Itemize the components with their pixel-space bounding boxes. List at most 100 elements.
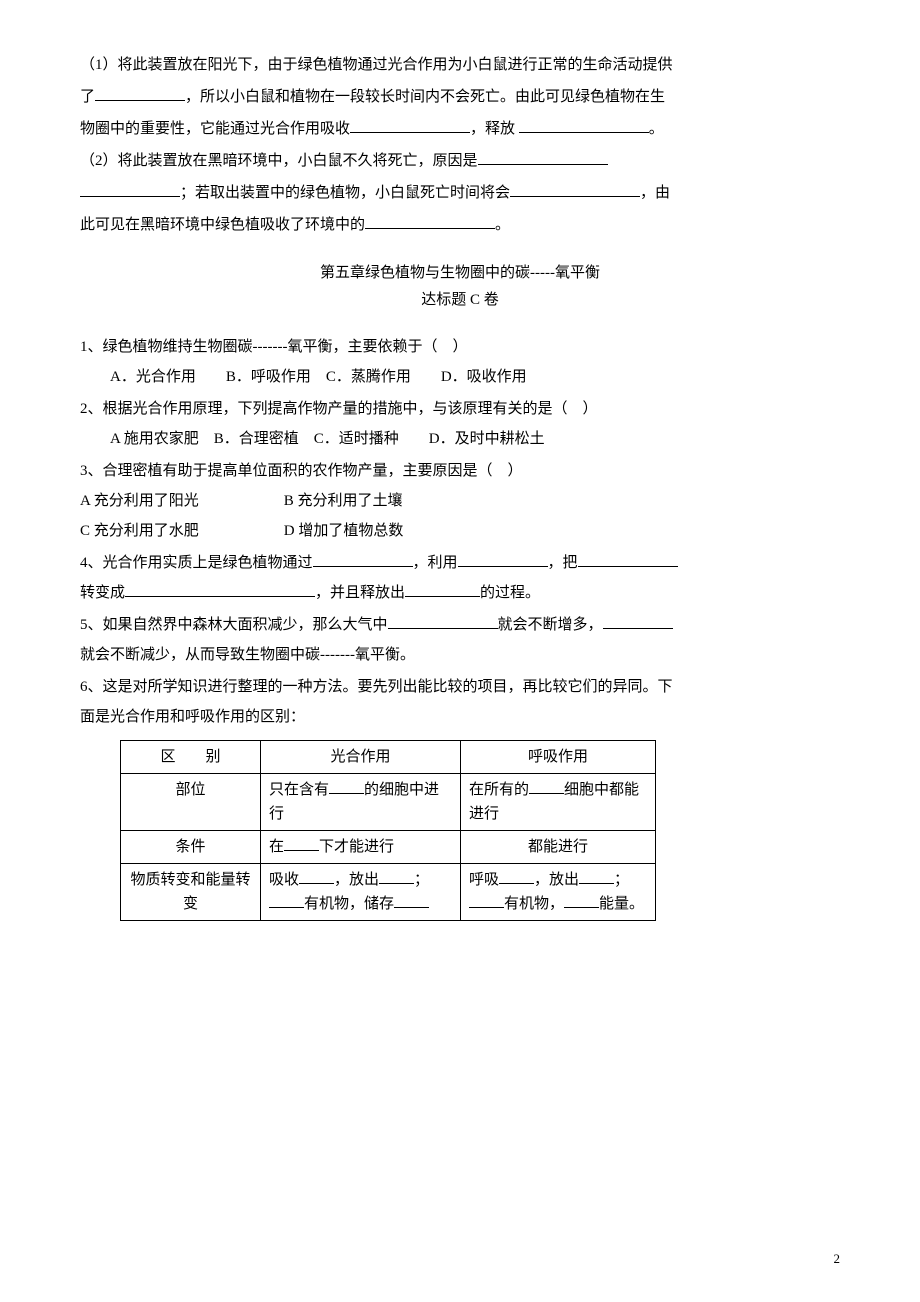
question-stem: 3、合理密植有助于提高单位面积的农作物产量，主要原因是（ ） [80, 456, 840, 486]
text-fragment: 有机物， [504, 896, 564, 912]
cell-content: 在 下才能进行 [261, 831, 461, 864]
part2-line2: ；若取出装置中的绿色植物，小白鼠死亡时间将会 ，由 [80, 178, 840, 208]
blank-field[interactable] [313, 551, 413, 568]
option-a: A 充分利用了阳光 [80, 486, 280, 516]
blank-field[interactable] [80, 181, 180, 198]
cell-label: 物质转变和能量转变 [121, 864, 261, 921]
question-line: 面是光合作用和呼吸作用的区别： [80, 702, 840, 732]
blank-field[interactable] [350, 117, 470, 134]
cell-content: 只在含有的细胞中进行 [261, 774, 461, 831]
part1-line3: 物圈中的重要性，它能通过光合作用吸收 ，释放 。 [80, 114, 840, 144]
text-fragment: 在 [269, 839, 284, 855]
question-line: 5、如果自然界中森林大面积减少，那么大气中 就会不断增多， [80, 610, 840, 640]
question-options: A．光合作用 B．呼吸作用 C．蒸腾作用 D．吸收作用 [80, 362, 840, 392]
blank-field[interactable] [603, 613, 673, 630]
text-fragment: （2）将此装置放在黑暗环境中，小白鼠不久将死亡，原因是 [80, 153, 478, 169]
question-option-row: A 充分利用了阳光 B 充分利用了土壤 [80, 486, 840, 516]
table-header-row: 区 别 光合作用 呼吸作用 [121, 741, 656, 774]
text-fragment: ；若取出装置中的绿色植物，小白鼠死亡时间将会 [180, 185, 510, 201]
exam-subtitle: 达标题 C 卷 [80, 287, 840, 314]
question-option-row: C 充分利用了水肥 D 增加了植物总数 [80, 516, 840, 546]
text-fragment: 了 [80, 89, 95, 105]
blank-field[interactable] [478, 149, 608, 166]
table-row: 条件 在 下才能进行 都能进行 [121, 831, 656, 864]
text-fragment: 吸收 [269, 872, 299, 888]
blank-field[interactable] [269, 893, 304, 908]
text-fragment: 转变成 [80, 585, 125, 601]
blank-field[interactable] [329, 779, 364, 794]
blank-field[interactable] [284, 836, 319, 851]
text-fragment: 。 [649, 121, 664, 137]
question-line: 就会不断减少，从而导致生物圈中碳-------氧平衡。 [80, 640, 840, 670]
option-d: D 增加了植物总数 [284, 523, 404, 539]
text-fragment: ，所以小白鼠和植物在一段较长时间内不会死亡。由此可见绿色植物在生 [185, 89, 665, 105]
question-stem: 1、绿色植物维持生物圈碳-------氧平衡，主要依赖于（ ） [80, 332, 840, 362]
question-5: 5、如果自然界中森林大面积减少，那么大气中 就会不断增多， 就会不断减少，从而导致… [80, 610, 840, 670]
option-c: C 充分利用了水肥 [80, 516, 280, 546]
part2-line3: 此可见在黑暗环境中绿色植吸收了环境中的 。 [80, 210, 840, 240]
blank-field[interactable] [95, 85, 185, 102]
blank-field[interactable] [519, 117, 649, 134]
blank-field[interactable] [299, 869, 334, 884]
table-row: 物质转变和能量转变 吸收，放出； 有机物，储存 呼吸，放出； 有机物，能量。 [121, 864, 656, 921]
text-fragment: ，利用 [413, 555, 458, 571]
option-b: B 充分利用了土壤 [284, 493, 403, 509]
text-fragment: 的过程。 [480, 585, 540, 601]
part1-line1: （1）将此装置放在阳光下，由于绿色植物通过光合作用为小白鼠进行正常的生命活动提供 [80, 50, 840, 80]
text-fragment: ，由 [640, 185, 670, 201]
text-fragment: 5、如果自然界中森林大面积减少，那么大气中 [80, 617, 388, 633]
text-fragment: ，并且释放出 [315, 585, 405, 601]
blank-field[interactable] [564, 893, 599, 908]
question-line: 转变成 ，并且释放出 的过程。 [80, 578, 840, 608]
cell-label: 条件 [121, 831, 261, 864]
chapter-title: 第五章绿色植物与生物圈中的碳-----氧平衡 [80, 260, 840, 287]
text-fragment: 有机物，储存 [304, 896, 394, 912]
cell-content: 吸收，放出； 有机物，储存 [261, 864, 461, 921]
blank-field[interactable] [499, 869, 534, 884]
header-cell: 光合作用 [261, 741, 461, 774]
text-fragment: 下才能进行 [319, 839, 394, 855]
blank-field[interactable] [365, 213, 495, 230]
text-fragment: 呼吸 [469, 872, 499, 888]
cell-label: 部位 [121, 774, 261, 831]
page-number: 2 [834, 1246, 841, 1272]
text-fragment: ，释放 [470, 121, 519, 137]
text-fragment: 4、光合作用实质上是绿色植物通过 [80, 555, 313, 571]
blank-field[interactable] [529, 779, 564, 794]
text-fragment: ，把 [548, 555, 578, 571]
chapter-title-block: 第五章绿色植物与生物圈中的碳-----氧平衡 达标题 C 卷 [80, 260, 840, 314]
cell-content: 都能进行 [461, 831, 656, 864]
question-line: 6、这是对所学知识进行整理的一种方法。要先列出能比较的项目，再比较它们的异同。下 [80, 672, 840, 702]
text-fragment: 能量。 [599, 896, 644, 912]
text-fragment: ，放出 [534, 872, 579, 888]
question-stem: 2、根据光合作用原理，下列提高作物产量的措施中，与该原理有关的是（ ） [80, 394, 840, 424]
question-4: 4、光合作用实质上是绿色植物通过 ，利用 ，把 转变成 ，并且释放出 的过程。 [80, 548, 840, 608]
text-fragment: ，放出 [334, 872, 379, 888]
cell-content: 呼吸，放出； 有机物，能量。 [461, 864, 656, 921]
question-3: 3、合理密植有助于提高单位面积的农作物产量，主要原因是（ ） A 充分利用了阳光… [80, 456, 840, 546]
blank-field[interactable] [578, 551, 678, 568]
table-row: 部位 只在含有的细胞中进行 在所有的细胞中都能进行 [121, 774, 656, 831]
blank-field[interactable] [510, 181, 640, 198]
comparison-table: 区 别 光合作用 呼吸作用 部位 只在含有的细胞中进行 在所有的细胞中都能进行 … [120, 740, 656, 921]
blank-field[interactable] [458, 551, 548, 568]
question-1: 1、绿色植物维持生物圈碳-------氧平衡，主要依赖于（ ） A．光合作用 B… [80, 332, 840, 392]
blank-field[interactable] [388, 613, 498, 630]
blank-field[interactable] [379, 869, 414, 884]
blank-field[interactable] [579, 869, 614, 884]
part2-line1: （2）将此装置放在黑暗环境中，小白鼠不久将死亡，原因是 [80, 146, 840, 176]
text-fragment: 此可见在黑暗环境中绿色植吸收了环境中的 [80, 217, 365, 233]
blank-field[interactable] [405, 581, 480, 598]
question-line: 4、光合作用实质上是绿色植物通过 ，利用 ，把 [80, 548, 840, 578]
part1-line2: 了 ，所以小白鼠和植物在一段较长时间内不会死亡。由此可见绿色植物在生 [80, 82, 840, 112]
cell-content: 在所有的细胞中都能进行 [461, 774, 656, 831]
text-fragment: 。 [495, 217, 510, 233]
blank-field[interactable] [469, 893, 504, 908]
blank-field[interactable] [125, 581, 315, 598]
text-fragment: 就会不断增多， [498, 617, 603, 633]
text-fragment: 只在含有 [269, 782, 329, 798]
blank-field[interactable] [394, 893, 429, 908]
text-fragment: 物圈中的重要性，它能通过光合作用吸收 [80, 121, 350, 137]
question-options: A 施用农家肥 B．合理密植 C．适时播种 D．及时中耕松土 [80, 424, 840, 454]
question-2: 2、根据光合作用原理，下列提高作物产量的措施中，与该原理有关的是（ ） A 施用… [80, 394, 840, 454]
